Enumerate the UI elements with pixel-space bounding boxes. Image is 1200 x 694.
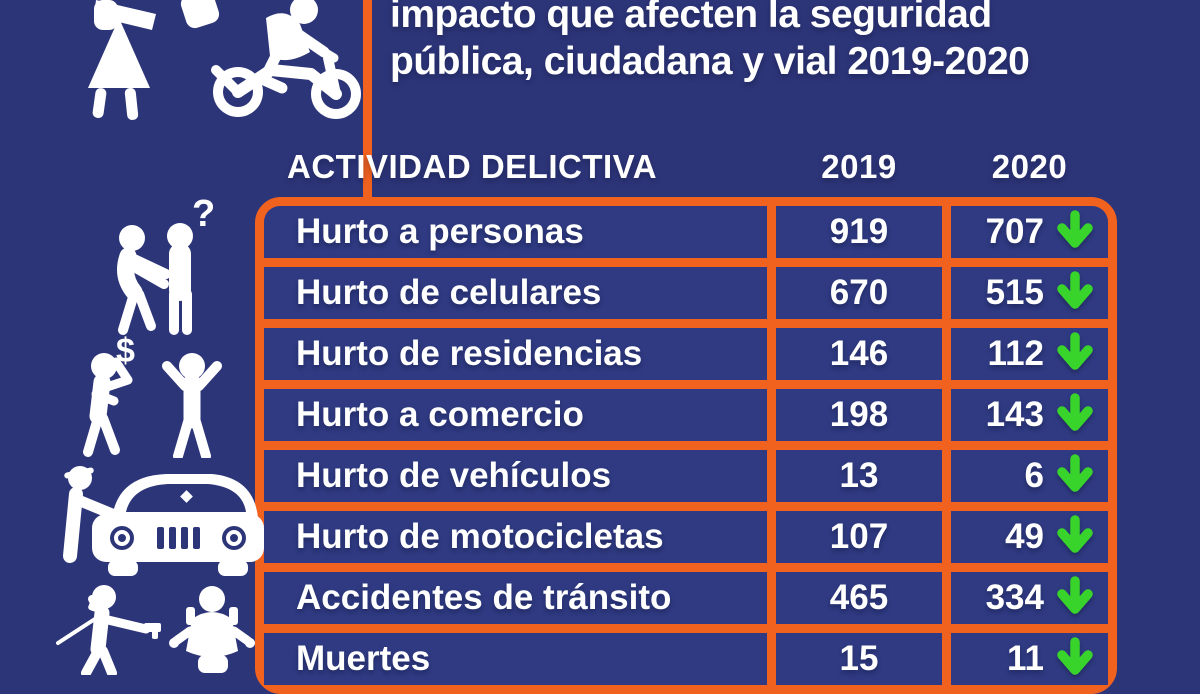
value-2019: 146 [829,334,889,373]
table-cell-2020: 515 [951,267,1108,319]
value-2019: 13 [839,456,879,495]
column-header-activity: ACTIVIDAD DELICTIVA [287,148,658,185]
table-cell-activity: Accidentes de tránsito [264,572,767,624]
down-arrow-icon [1057,637,1093,675]
table-cell-2020: 334 [951,572,1108,624]
value-2020: 707 [985,212,1044,251]
value-2019: 465 [829,578,889,617]
header-divider-bar [363,0,372,238]
value-2020: 6 [1024,456,1044,495]
table-cell-2019: 146 [776,328,942,380]
value-2019: 670 [829,273,889,312]
table-cell-activity: Hurto de motocicletas [264,511,767,563]
page-title: impacto que afecten la seguridad pública… [390,0,1030,85]
table-cell-2019: 107 [776,511,942,563]
table-cell-2020: 112 [951,328,1108,380]
phone-extortion-icon [56,585,255,675]
down-arrow-icon [1057,576,1093,614]
column-header-2019: 2019 [821,148,897,185]
pickpocket-icon: ? [117,193,215,335]
infographic-page: { "title": { "line1": "impacto que afect… [56,0,1117,694]
table-cell-2019: 919 [776,206,942,258]
table-cell-2019: 465 [776,572,942,624]
svg-text:$: $ [116,332,135,370]
table-cell-2019: 13 [776,450,942,502]
row-label: Hurto a personas [296,212,584,251]
svg-text:?: ? [192,193,215,235]
title-line-2: pública, ciudadana y vial 2019-2020 [390,40,1030,83]
row-label: Muertes [296,639,431,678]
table-cell-2020: 143 [951,389,1108,441]
row-label: Accidentes de tránsito [296,578,672,617]
armed-robbery-icon: $ [83,332,222,458]
row-label: Hurto de residencias [296,334,643,373]
row-label: Hurto de vehículos [296,456,612,495]
row-label: Hurto de celulares [296,273,602,312]
table-cell-2019: 670 [776,267,942,319]
car-theft-icon [63,466,264,576]
motorcycle-snatch-theft-icon [88,0,361,120]
down-arrow-icon [1057,454,1093,492]
value-2020: 49 [1005,517,1044,556]
table-cell-2019: 15 [776,633,942,685]
value-2019: 198 [829,395,889,434]
down-arrow-icon [1057,332,1093,370]
table-cell-activity: Hurto de celulares [264,267,767,319]
title-line-1: impacto que afecten la seguridad [390,0,992,36]
down-arrow-icon [1057,515,1093,553]
down-arrow-icon [1057,271,1093,309]
table-cell-activity: Muertes [264,633,767,685]
table-cell-activity: Hurto a personas [264,206,767,258]
value-2019: 919 [829,212,889,251]
table-cell-activity: Hurto a comercio [264,389,767,441]
table-cell-2020: 6 [951,450,1108,502]
value-2020: 112 [987,334,1044,373]
row-label: Hurto a comercio [296,395,584,434]
table-cell-activity: Hurto de residencias [264,328,767,380]
value-2020: 143 [985,395,1044,434]
table-cell-2020: 707 [951,206,1108,258]
value-2019: 107 [829,517,889,556]
value-2019: 15 [839,639,879,678]
value-2020: 334 [985,578,1044,617]
row-label: Hurto de motocicletas [296,517,664,556]
down-arrow-icon [1057,210,1093,248]
down-arrow-icon [1057,393,1093,431]
value-2020: 11 [1007,639,1044,678]
table-cell-activity: Hurto de vehículos [264,450,767,502]
table-cell-2020: 11 [951,633,1108,685]
table-cell-2020: 49 [951,511,1108,563]
value-2020: 515 [985,273,1044,312]
table-cell-2019: 198 [776,389,942,441]
column-header-2020: 2020 [991,148,1068,185]
crime-statistics-table: Hurto a personas 919 707 Hurto de celula… [255,197,1117,694]
